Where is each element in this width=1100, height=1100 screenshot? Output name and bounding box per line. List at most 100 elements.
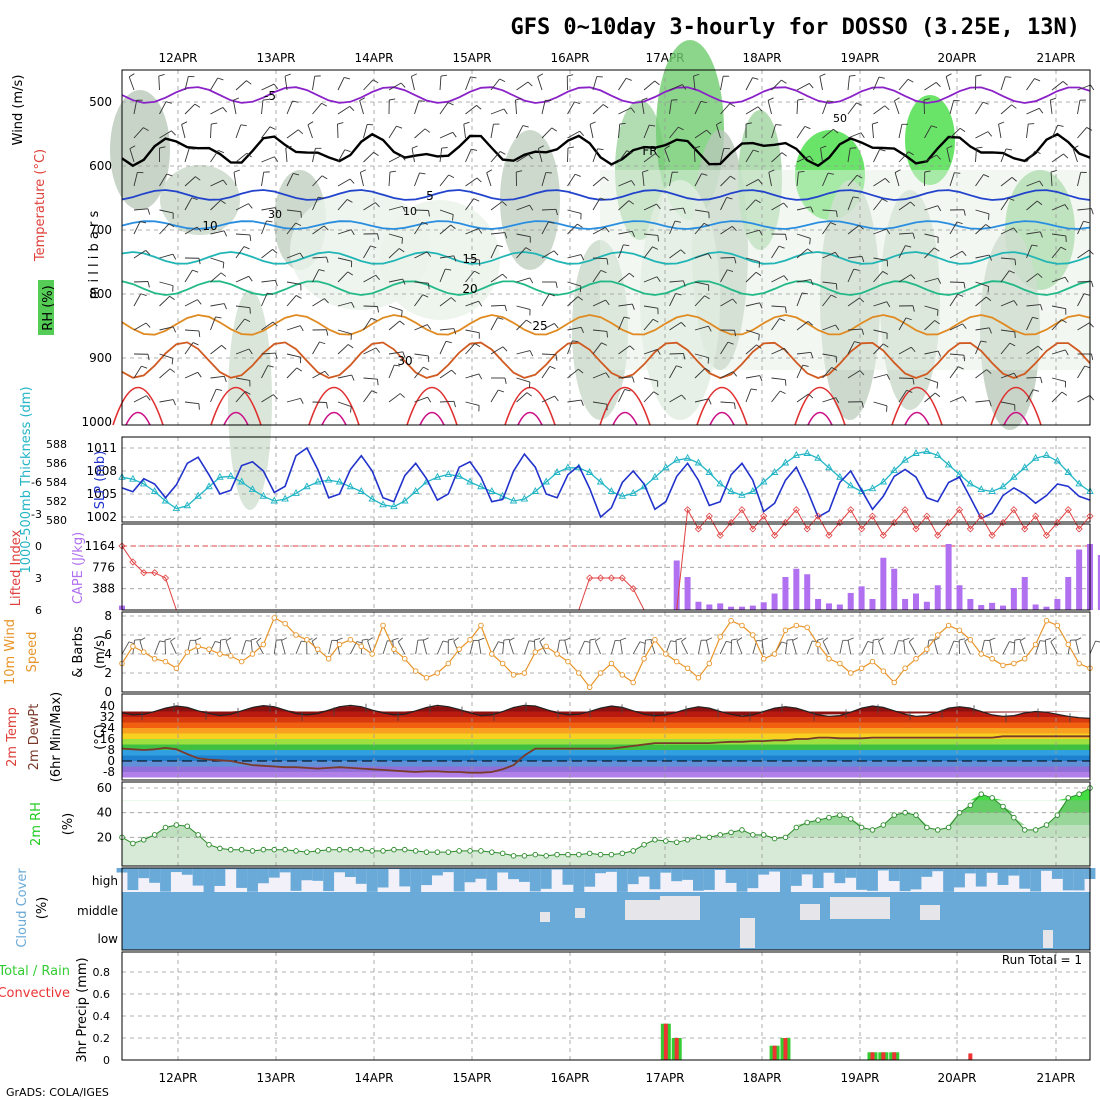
thickness-point <box>727 487 735 494</box>
barb-flag <box>478 228 483 234</box>
barb-flag <box>402 278 406 285</box>
rh-point <box>782 834 789 841</box>
barb-staff <box>1026 376 1041 379</box>
barb-flag <box>246 152 252 158</box>
cloud-high-bar <box>1073 868 1085 891</box>
temp-band--8 <box>122 772 1090 778</box>
barb-flag <box>645 639 652 641</box>
barb-flag <box>1084 365 1091 369</box>
barb-staff <box>439 76 442 91</box>
barb-staff <box>643 233 658 236</box>
cloud-cover-label: Cloud Cover <box>15 868 30 948</box>
temp-arch-2 <box>210 386 262 426</box>
barb-flag <box>293 172 300 176</box>
barb-flag <box>817 638 824 641</box>
wind-speed-point <box>967 637 974 643</box>
barb-flag <box>394 364 401 367</box>
barb-staff <box>184 176 196 187</box>
lifted-index-point <box>716 531 724 539</box>
barb-staff <box>745 302 760 307</box>
barb-staff <box>490 245 498 259</box>
barb-staff <box>578 641 585 655</box>
barb-staff <box>745 179 759 187</box>
upper-wind-barb <box>1000 227 1018 235</box>
upper-wind-barb <box>873 148 886 163</box>
barb-staff <box>439 328 454 331</box>
barb-staff <box>694 129 707 139</box>
temp-arch-inner-2 <box>223 411 249 426</box>
upper-wind-barb <box>1077 365 1091 379</box>
barb-staff <box>541 208 557 211</box>
upper-wind-barb <box>975 131 993 139</box>
bottom-date-17APR: 17APR <box>645 1071 684 1085</box>
surface-wind-barb <box>589 638 596 655</box>
upper-wind-barb <box>491 377 507 384</box>
barb-staff <box>567 281 582 287</box>
upper-wind-barb <box>414 221 428 235</box>
barb-flag <box>959 638 966 641</box>
barb-staff <box>465 329 480 334</box>
pressure-tick-1000: 1000 <box>81 415 112 429</box>
wind-speed-point <box>489 651 495 657</box>
barb-flag <box>146 395 151 401</box>
barb-staff <box>618 244 624 259</box>
rh-contour-label-50: 50 <box>833 112 847 125</box>
barb-staff <box>241 640 247 655</box>
upper-wind-barb <box>669 84 687 91</box>
barb-staff <box>872 639 874 655</box>
thickness-point <box>1042 450 1051 458</box>
temp-band-28 <box>122 722 1090 728</box>
barb-staff <box>873 329 888 334</box>
barb-staff <box>414 251 428 259</box>
wind-speed-label: Speed <box>25 632 40 673</box>
barb-flag <box>326 402 328 409</box>
upper-wind-barb <box>796 364 809 379</box>
upper-wind-barb <box>771 79 787 91</box>
upper-wind-barb <box>312 75 321 91</box>
upper-wind-barb <box>669 365 683 379</box>
surface-wind-barb <box>611 640 622 655</box>
precip-tick-0.4: 0.4 <box>93 1010 111 1023</box>
barb-staff <box>873 228 887 235</box>
cloud-mid-clear-4 <box>660 896 700 920</box>
barb-flag <box>861 328 865 335</box>
barb-staff <box>847 148 851 163</box>
barb-flag <box>478 300 483 307</box>
upper-wind-barb <box>1051 305 1067 315</box>
barb-staff <box>1026 150 1036 163</box>
barb-staff <box>669 249 682 259</box>
cloud-high-bar <box>921 868 933 877</box>
cloud-high-bar <box>181 868 193 875</box>
barb-flag <box>159 640 166 643</box>
barb-staff <box>337 344 349 355</box>
barb-staff <box>415 640 419 655</box>
barb-staff <box>1000 227 1014 235</box>
wind-tick-4: 4 <box>104 647 112 661</box>
upper-wind-barb <box>439 131 457 139</box>
barb-flag <box>882 343 889 348</box>
upper-wind-barb <box>643 233 659 242</box>
barb-staff <box>822 128 834 139</box>
barb-flag <box>957 293 964 297</box>
temp-arch-5 <box>504 386 556 426</box>
barb-staff <box>184 103 196 115</box>
barb-flag <box>442 640 449 643</box>
barb-staff <box>463 124 466 139</box>
cloud-high-bar <box>1008 868 1020 876</box>
wind-speed-point <box>423 675 430 681</box>
barb-flag <box>526 319 532 324</box>
upper-wind-barb <box>363 377 379 386</box>
upper-wind-barb <box>465 401 480 412</box>
barb-staff <box>312 341 320 355</box>
upper-wind-barb <box>618 180 636 187</box>
barb-flag <box>269 126 276 130</box>
barb-flag <box>215 640 222 644</box>
barb-staff <box>486 172 492 187</box>
barb-flag <box>1005 76 1012 78</box>
upper-wind-barb <box>337 105 355 115</box>
upper-wind-barb <box>184 299 202 307</box>
barb-staff <box>669 321 682 331</box>
upper-wind-barb <box>490 244 503 259</box>
barb-flag <box>281 637 288 641</box>
surface-wind-barb <box>524 640 535 655</box>
